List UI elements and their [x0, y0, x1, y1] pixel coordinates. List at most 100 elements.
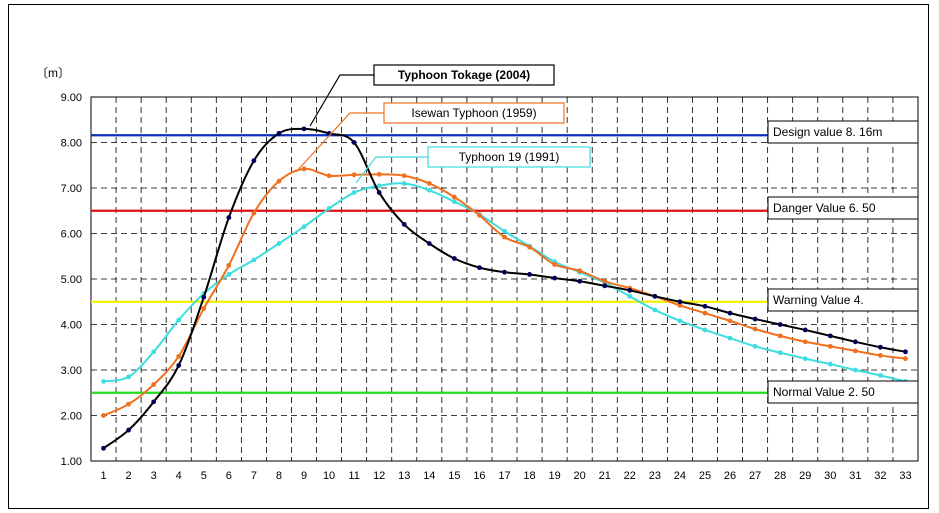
data-point	[376, 171, 382, 177]
reference-label-box	[767, 380, 919, 404]
data-point	[827, 343, 833, 349]
data-point	[702, 310, 708, 316]
data-point	[903, 349, 908, 355]
data-point	[126, 427, 131, 433]
y-tick-label: 7.00	[61, 183, 82, 195]
data-point	[451, 194, 457, 200]
data-point	[802, 327, 808, 333]
data-point	[527, 272, 532, 277]
x-tick-label: 16	[473, 470, 485, 482]
data-point	[276, 131, 282, 136]
reference-label-box	[767, 196, 919, 220]
data-point	[201, 306, 207, 311]
data-point	[852, 367, 858, 373]
data-point	[326, 173, 332, 179]
data-point	[627, 287, 633, 293]
data-point	[727, 310, 733, 316]
reference-label: Design value 8. 16m	[773, 125, 882, 139]
data-point	[176, 317, 182, 323]
data-point	[326, 206, 332, 211]
x-tick-label: 5	[201, 470, 207, 482]
data-point	[151, 382, 157, 387]
data-point	[602, 278, 608, 284]
data-point	[451, 256, 457, 261]
x-tick-label: 10	[323, 470, 335, 482]
data-point	[376, 190, 382, 195]
y-tick-label: 2.00	[61, 411, 82, 423]
x-tick-label: 7	[251, 470, 257, 482]
data-point	[426, 187, 432, 193]
data-point	[527, 244, 532, 250]
x-tick-label: 8	[276, 470, 282, 482]
data-point	[502, 269, 507, 275]
data-point	[502, 228, 507, 234]
x-tick-label: 32	[874, 470, 886, 482]
callout-box	[427, 146, 591, 168]
x-tick-label: 27	[749, 470, 761, 482]
data-point	[151, 399, 157, 405]
data-point	[101, 413, 106, 418]
x-tick-label: 12	[373, 470, 385, 482]
data-point	[752, 316, 758, 322]
series-label: Typhoon 19 (1991)	[459, 150, 560, 164]
data-point	[151, 349, 157, 355]
callout-leader	[355, 156, 428, 184]
y-tick-label: 1.00	[61, 456, 82, 468]
reference-label: Normal Value 2. 50	[773, 385, 875, 399]
data-point	[652, 307, 658, 313]
data-point	[602, 283, 608, 289]
data-point	[627, 293, 633, 299]
data-point	[201, 294, 207, 300]
data-point	[702, 303, 708, 309]
data-point	[251, 158, 257, 164]
data-point	[301, 224, 307, 230]
x-tick-label: 1	[100, 470, 106, 482]
x-tick-label: 11	[348, 470, 359, 482]
x-tick-label: 2	[126, 470, 132, 482]
data-point	[903, 356, 908, 362]
reference-label: Warning Value 4.	[773, 293, 864, 307]
x-tick-label: 14	[423, 470, 435, 482]
data-point	[827, 361, 833, 367]
data-point	[677, 302, 683, 308]
data-point	[552, 275, 558, 281]
y-tick-label: 9.00	[61, 92, 82, 104]
callout-leader	[295, 112, 384, 173]
data-point	[878, 373, 883, 378]
data-point	[577, 278, 583, 284]
x-tick-label: 15	[448, 470, 460, 482]
data-point	[502, 234, 507, 240]
x-tick-label: 20	[574, 470, 586, 482]
x-tick-label: 19	[548, 470, 560, 482]
y-tick-label: 8.00	[61, 138, 82, 150]
x-tick-label: 33	[899, 470, 911, 482]
data-point	[677, 318, 683, 324]
data-point	[727, 318, 733, 324]
data-point	[477, 265, 482, 271]
data-point	[226, 215, 232, 220]
data-point	[351, 140, 357, 145]
data-point	[777, 333, 783, 339]
data-point	[777, 350, 783, 356]
data-point	[101, 445, 106, 451]
data-point	[276, 178, 282, 184]
data-point	[827, 333, 833, 339]
series-label: Isewan Typhoon (1959)	[411, 106, 536, 120]
data-point	[752, 343, 758, 349]
data-point	[451, 199, 457, 205]
x-tick-label: 24	[674, 470, 686, 482]
x-tick-label: 9	[301, 470, 307, 482]
data-point	[652, 293, 658, 299]
data-point	[301, 126, 307, 132]
x-tick-label: 25	[699, 470, 711, 482]
data-point	[477, 212, 482, 218]
chart-frame	[8, 4, 929, 509]
x-tick-label: 18	[523, 470, 535, 482]
x-tick-label: 3	[151, 470, 157, 482]
series-label: Typhoon Tokage (2004)	[398, 68, 530, 82]
y-tick-label: 5.00	[61, 274, 82, 286]
data-point	[878, 353, 883, 358]
data-point	[727, 335, 733, 341]
data-point	[552, 262, 558, 267]
x-tick-label: 17	[498, 470, 510, 482]
